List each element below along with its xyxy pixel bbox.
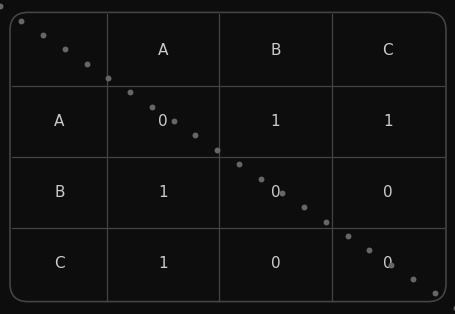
Text: C: C	[382, 43, 392, 57]
Point	[170, 119, 177, 124]
Text: B: B	[54, 185, 65, 200]
Point	[452, 305, 455, 310]
Point	[148, 104, 155, 109]
Point	[387, 262, 394, 267]
Point	[39, 32, 46, 37]
Text: A: A	[54, 114, 65, 129]
Point	[343, 234, 350, 239]
Point	[409, 277, 416, 282]
Text: 0: 0	[270, 257, 280, 271]
Point	[300, 205, 307, 210]
Point	[235, 162, 242, 167]
Point	[322, 219, 329, 224]
Text: B: B	[270, 43, 280, 57]
Text: 0: 0	[270, 185, 280, 200]
Text: 1: 1	[270, 114, 280, 129]
Point	[126, 90, 133, 95]
Point	[430, 291, 437, 296]
Text: 1: 1	[158, 257, 167, 271]
FancyBboxPatch shape	[10, 12, 445, 302]
Point	[0, 4, 3, 9]
Text: 0: 0	[382, 185, 392, 200]
Text: 0: 0	[158, 114, 167, 129]
Text: 1: 1	[158, 185, 167, 200]
Point	[365, 248, 372, 253]
Point	[191, 133, 198, 138]
Point	[61, 47, 68, 52]
Point	[105, 75, 112, 80]
Point	[213, 147, 220, 152]
Text: A: A	[158, 43, 168, 57]
Text: 1: 1	[382, 114, 392, 129]
Point	[18, 18, 25, 23]
Point	[278, 190, 285, 195]
Text: 0: 0	[382, 257, 392, 271]
Point	[257, 176, 264, 181]
Text: C: C	[54, 257, 65, 271]
Point	[83, 61, 90, 66]
